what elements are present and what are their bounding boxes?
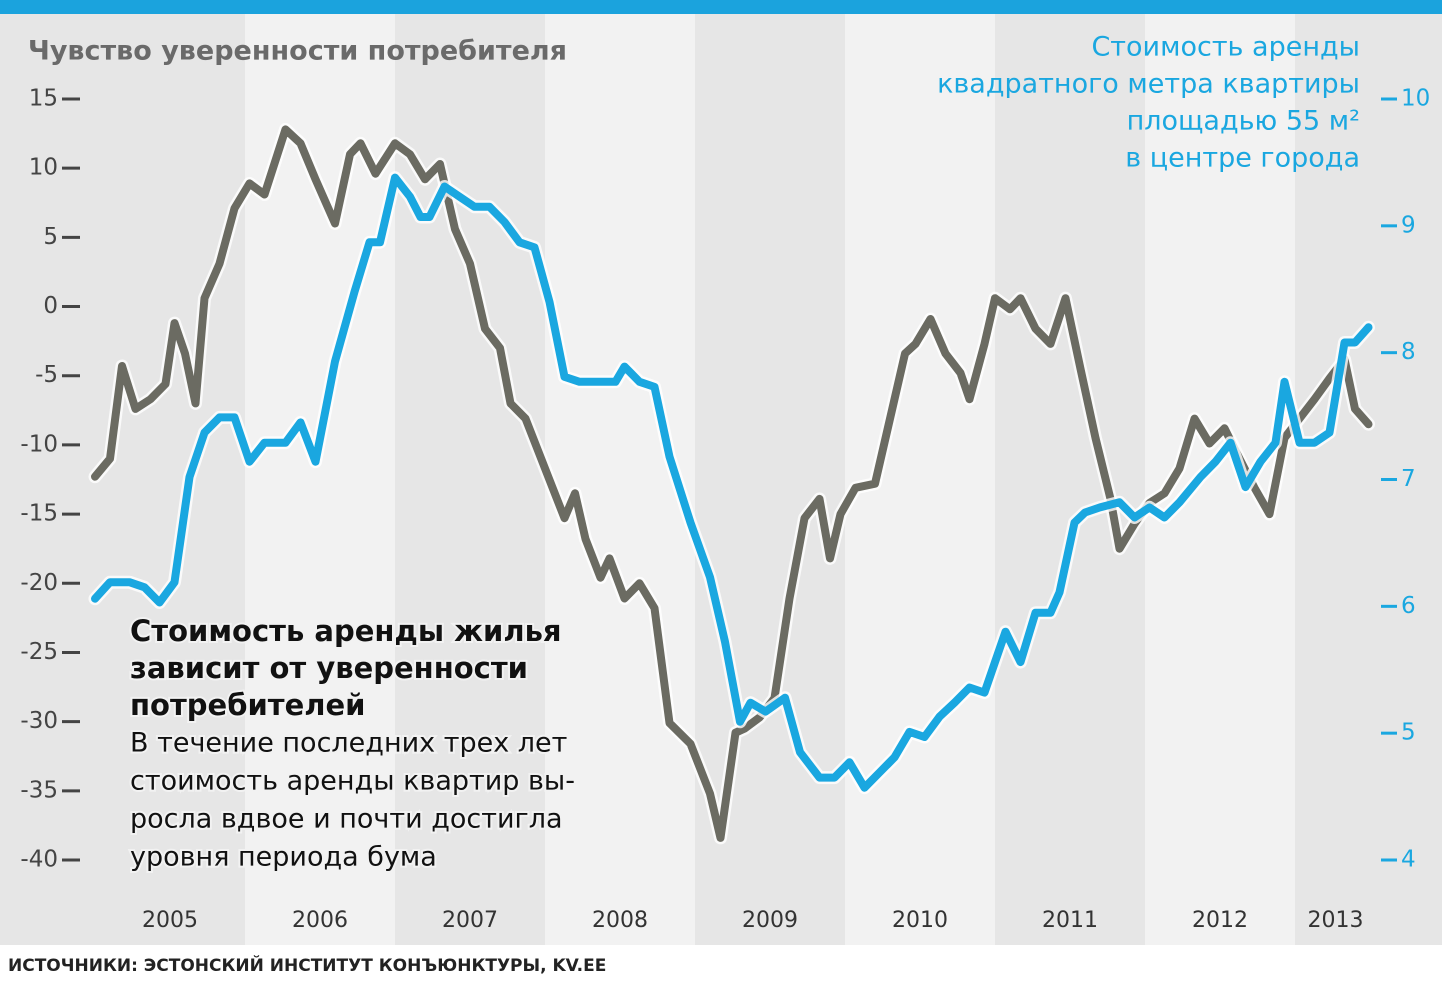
y2-tick-label: 4: [1401, 847, 1416, 873]
x-tick-label: 2007: [442, 908, 498, 933]
y2-tick-label: 8: [1401, 339, 1416, 365]
y-tick-label: 0: [43, 293, 58, 319]
annotation-text: росла вдвое и почти достигла: [130, 804, 563, 835]
x-tick-label: 2005: [142, 908, 198, 933]
annotation-title: Стоимость аренды жилья: [130, 614, 562, 648]
y2-axis-title: площадью 55 м²: [1127, 106, 1360, 137]
annotation-title: зависит от уверенности: [130, 651, 528, 685]
y2-axis-title: в центре города: [1125, 143, 1360, 174]
x-tick-label: 2009: [742, 908, 798, 933]
line: [91, 173, 1373, 792]
y-tick-label: -35: [20, 777, 58, 803]
y2-axis-title: Стоимость аренды: [1091, 32, 1360, 63]
y-tick-label: -5: [35, 362, 58, 388]
y2-tick-label: 5: [1401, 720, 1416, 746]
y-tick-label: -20: [20, 570, 58, 596]
y2-tick-label: 10: [1401, 86, 1430, 112]
y-tick-label: 10: [29, 155, 58, 181]
y-tick-label: -40: [20, 847, 58, 873]
y-tick-label: 15: [29, 86, 58, 112]
x-tick-label: 2006: [292, 908, 348, 933]
y-tick-label: -25: [20, 639, 58, 665]
annotation-text: уровня периода бума: [130, 842, 437, 873]
y2-tick-label: 7: [1401, 466, 1416, 492]
line: [91, 125, 1373, 842]
x-tick-label: 2012: [1192, 908, 1248, 933]
annotation-title: потребителей: [130, 688, 365, 722]
annotation-text: стоимость аренды квартир вы-: [130, 766, 575, 797]
y-tick-label: -15: [20, 501, 58, 527]
top-bar: [0, 0, 1442, 14]
x-tick-label: 2013: [1308, 908, 1364, 933]
y-tick-label: -10: [20, 431, 58, 457]
y-tick-label: -30: [20, 708, 58, 734]
source: ИСТОЧНИКИ: ЭСТОНСКИЙ ИНСТИТУТ КОНЪЮНКТУР…: [8, 954, 606, 976]
y2-axis-title: квадратного метра квартиры: [937, 69, 1360, 100]
x-tick-label: 2008: [592, 908, 648, 933]
x-tick-label: 2010: [892, 908, 948, 933]
annotation-text: В течение последних трех лет: [130, 728, 567, 759]
y2-tick-label: 6: [1401, 593, 1416, 619]
y2-tick-label: 9: [1401, 212, 1416, 238]
y-axis-title: Чувство уверенности потребителя: [28, 36, 567, 67]
y-tick-label: 5: [43, 224, 58, 250]
x-tick-label: 2011: [1042, 908, 1098, 933]
